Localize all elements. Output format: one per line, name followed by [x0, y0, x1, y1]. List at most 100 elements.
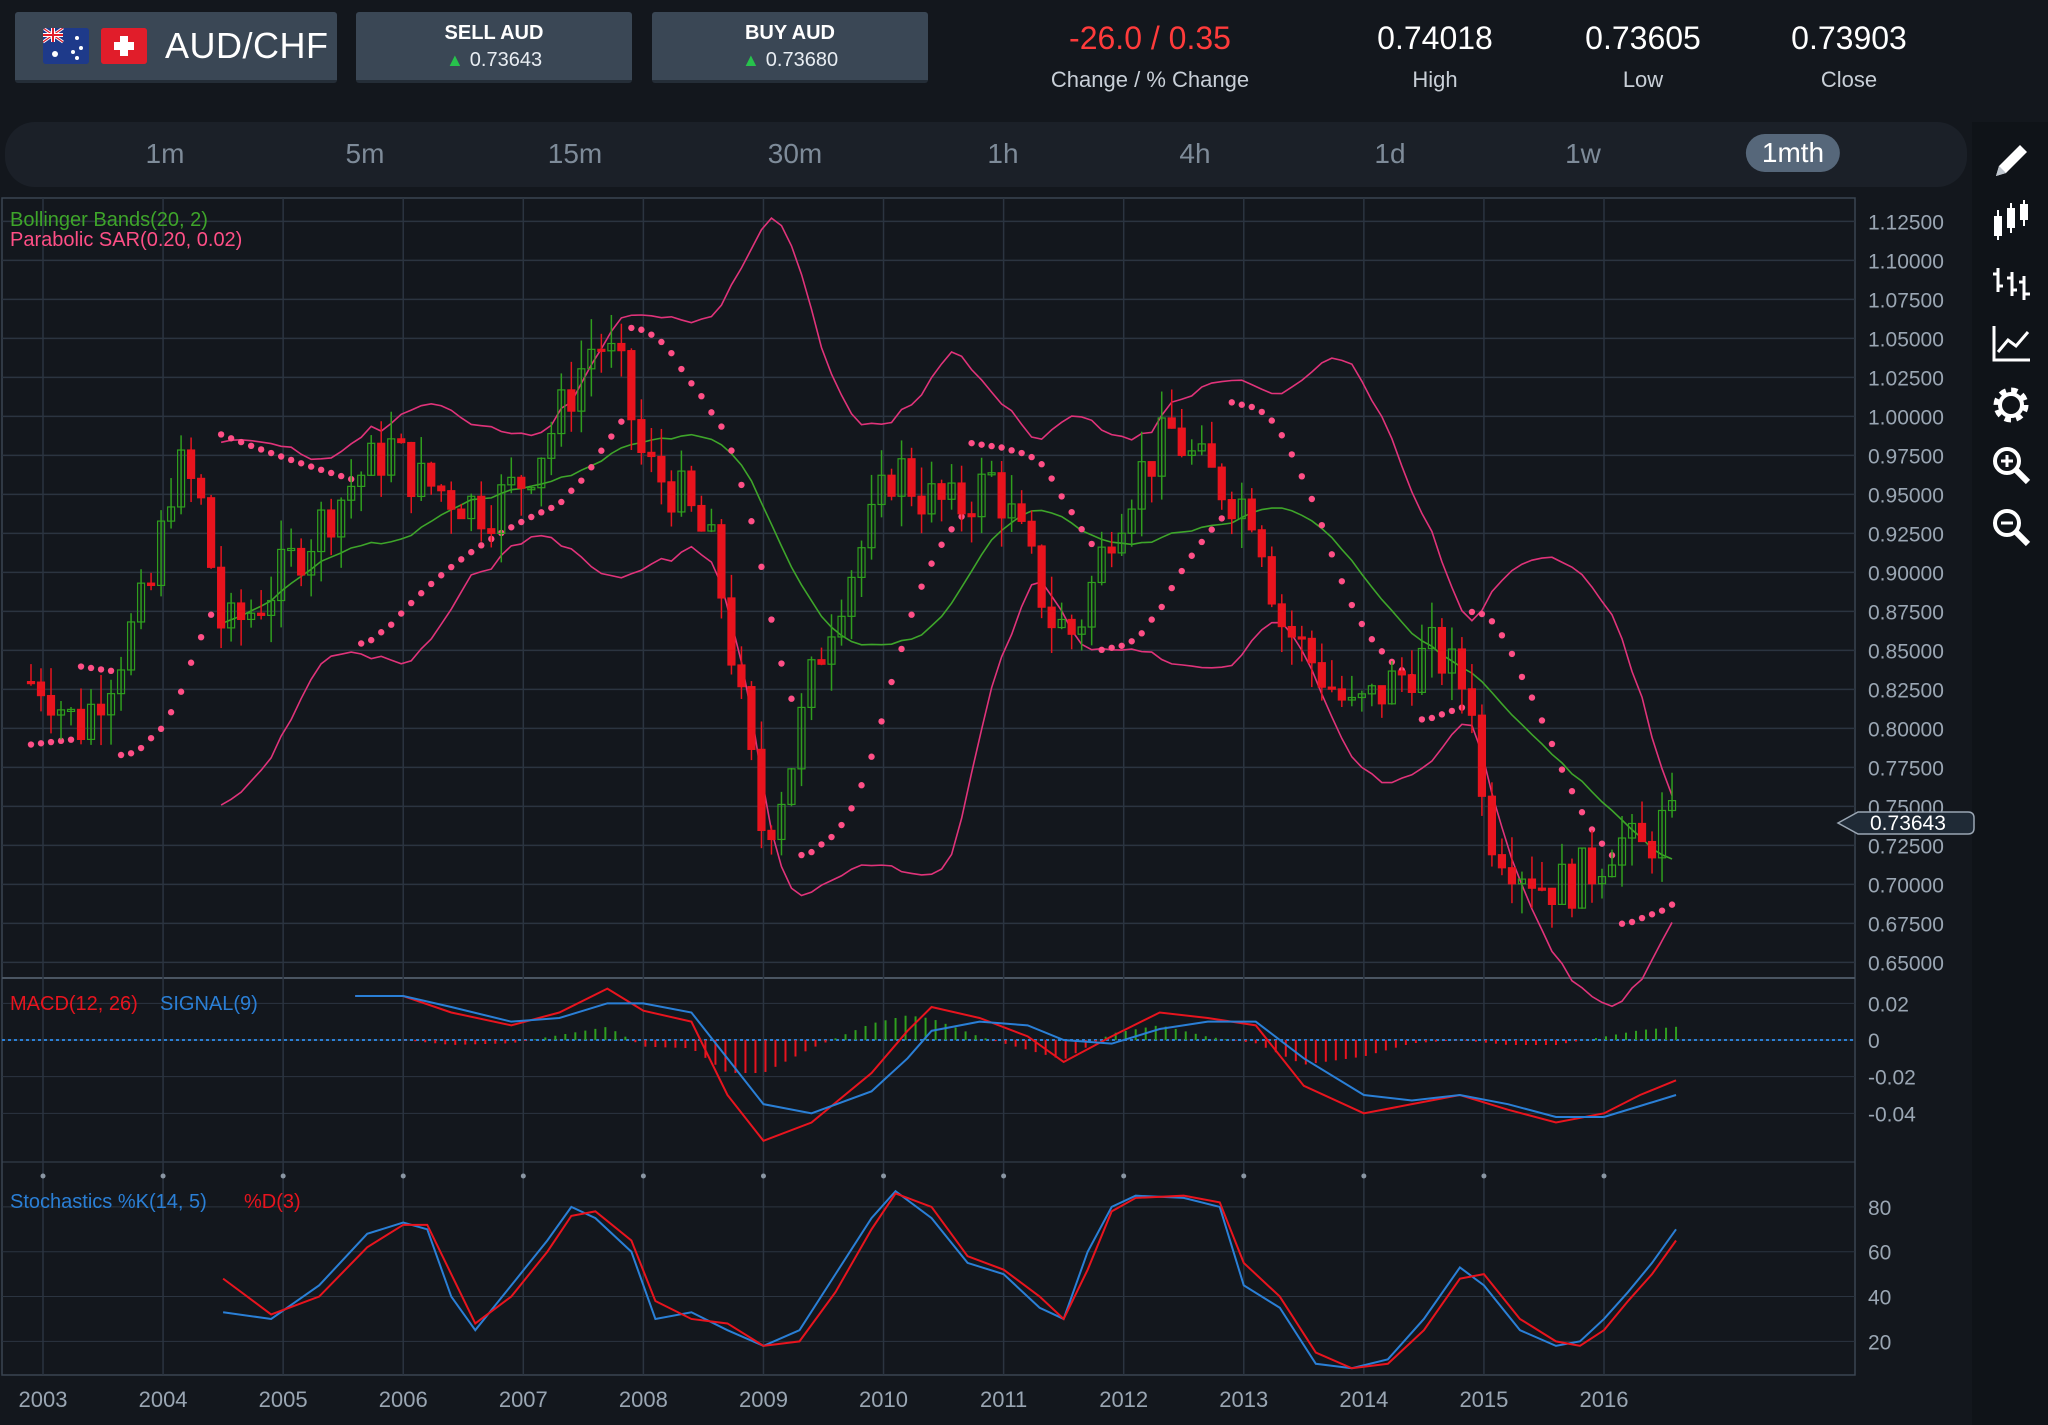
- buy-button[interactable]: BUY AUD ▲ 0.73680: [652, 12, 928, 83]
- timeframe-4h[interactable]: 4h: [1179, 138, 1211, 169]
- gear-icon[interactable]: [1990, 384, 2032, 426]
- timeframe-1m[interactable]: 1m: [145, 138, 185, 169]
- high-value: 0.74018: [1377, 20, 1493, 56]
- candle-body: [667, 481, 676, 513]
- candle-body: [437, 485, 446, 492]
- candle-body: [1667, 799, 1677, 812]
- legend-sar: Parabolic SAR(0.20, 0.02): [10, 229, 242, 251]
- candlestick-icon[interactable]: [1990, 200, 2032, 242]
- stoch-tick-label: 60: [1868, 1242, 1891, 1265]
- timeframe-1d[interactable]: 1d: [1374, 138, 1406, 169]
- candle-body: [1087, 581, 1096, 628]
- candle-body: [1067, 618, 1076, 635]
- timeframe-1mth[interactable]: 1mth: [1745, 134, 1841, 172]
- candle-body: [367, 442, 376, 476]
- timeframe-1h[interactable]: 1h: [987, 138, 1019, 169]
- y-tick-label: 0.65000: [1868, 952, 1944, 975]
- timeframe-5m[interactable]: 5m: [345, 138, 385, 169]
- sar-dot: [378, 629, 385, 636]
- candle-body: [1337, 688, 1346, 701]
- candle-body: [1597, 875, 1607, 885]
- sar-dot: [578, 477, 585, 484]
- candle-body: [1167, 417, 1176, 429]
- candle-body: [387, 438, 396, 476]
- sar-dot: [157, 725, 165, 733]
- candle-body: [257, 612, 266, 616]
- sar-dot: [227, 435, 235, 442]
- candle-body: [397, 438, 406, 444]
- sar-dot: [1218, 515, 1225, 522]
- candle-body: [1487, 795, 1497, 856]
- current-price-tag: 0.73643: [1836, 811, 1975, 835]
- sar-dot: [1118, 642, 1125, 649]
- candle-body: [587, 348, 596, 370]
- signal-line: [355, 995, 1677, 1118]
- timeframe-1w[interactable]: 1w: [1565, 138, 1601, 169]
- bar-chart-icon[interactable]: [1990, 262, 2032, 304]
- x-tick-label: 2016: [1580, 1387, 1629, 1412]
- macd-tick-label: -0.04: [1868, 1103, 1916, 1126]
- candle-body: [307, 550, 316, 576]
- panel-marker-dot: [520, 1173, 526, 1179]
- sar-dot: [408, 599, 415, 607]
- sar-dot: [768, 616, 775, 623]
- y-tick-label: 0.70000: [1868, 874, 1944, 897]
- candle-body: [597, 348, 606, 352]
- stoch-d-line: [222, 1192, 1677, 1370]
- sar-dot: [758, 563, 765, 571]
- sar-dot: [628, 324, 635, 332]
- stochastics-panel: [40, 1173, 1677, 1370]
- sar-dot: [147, 734, 155, 742]
- sar-dot: [1008, 447, 1015, 454]
- sar-dot: [368, 636, 375, 644]
- x-tick-label: 2011: [980, 1387, 1027, 1412]
- y-tick-label: 0.80000: [1868, 718, 1944, 741]
- sar-dot: [1428, 714, 1436, 722]
- zoom-out-icon[interactable]: [1990, 506, 2032, 548]
- sar-dot: [1168, 584, 1175, 592]
- sar-dot: [1268, 417, 1275, 424]
- candle-body: [457, 508, 466, 520]
- sar-dot: [618, 418, 625, 425]
- sar-dot: [1528, 694, 1536, 701]
- x-tick-label: 2015: [1459, 1387, 1508, 1412]
- candle-body: [537, 457, 546, 489]
- candle-body: [377, 442, 386, 476]
- timeframe-30m[interactable]: 30m: [767, 138, 823, 169]
- panel-marker-dot: [881, 1173, 887, 1179]
- legend-stoch-d: %D(3): [244, 1191, 301, 1213]
- sar-dot: [738, 481, 745, 489]
- sar-dot: [1258, 408, 1265, 416]
- candle-body: [497, 484, 506, 534]
- sar-dot: [97, 666, 105, 673]
- sar-dot: [27, 741, 35, 748]
- sar-dot: [57, 737, 65, 745]
- sar-dot: [1648, 911, 1656, 918]
- sar-dot: [1078, 526, 1085, 533]
- sar-dot: [117, 751, 125, 759]
- sar-dot: [1048, 475, 1055, 482]
- candle-body: [1617, 837, 1627, 866]
- low-label: Low: [1622, 67, 1664, 92]
- axis-labels: 2003 2004 2005 2006 2007 2008 2009 2010 2011 2012…: [19, 211, 1944, 1412]
- currency-pair-selector[interactable]: AUD/CHF: [15, 12, 337, 83]
- sar-dot: [1638, 914, 1646, 922]
- zoom-in-icon[interactable]: [1990, 444, 2032, 486]
- sar-dot: [287, 456, 295, 464]
- sar-dot: [1138, 630, 1145, 637]
- line-chart-icon[interactable]: [1990, 322, 2032, 364]
- sar-dot: [568, 487, 575, 494]
- timeframe-15m[interactable]: 15m: [547, 138, 603, 169]
- sar-dot: [428, 580, 435, 588]
- sell-button[interactable]: SELL AUD ▲ 0.73643: [356, 12, 632, 83]
- candle-body: [126, 621, 136, 671]
- sar-dot: [87, 664, 95, 672]
- candle-body: [977, 473, 986, 518]
- sar-dot: [1368, 636, 1376, 643]
- sar-dot: [1488, 618, 1496, 625]
- candle-body: [1567, 863, 1577, 909]
- candle-body: [1637, 822, 1647, 843]
- candle-body: [166, 506, 176, 522]
- pencil-icon[interactable]: [1990, 140, 2032, 182]
